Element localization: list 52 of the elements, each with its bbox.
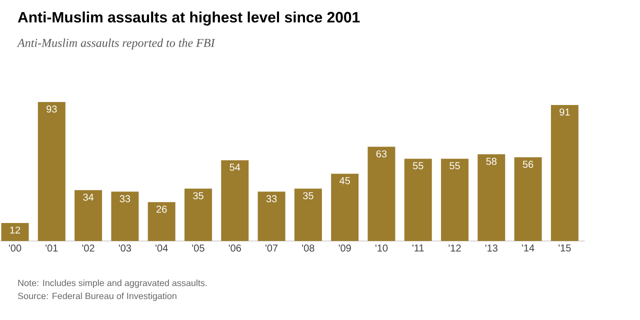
x-tick-label: '11 (412, 244, 424, 252)
chart-subtitle: Anti-Muslim assaults reported to the FBI (16, 38, 216, 50)
data-label: 63 (376, 150, 387, 158)
x-tick-label: '01 (46, 244, 58, 252)
x-tick-label: '00 (8, 244, 22, 252)
x-tick-label: '06 (228, 244, 241, 252)
bar (258, 192, 286, 241)
data-label: 54 (230, 164, 240, 171)
bar (550, 104, 578, 241)
data-label: 58 (486, 158, 497, 165)
data-label: 93 (46, 105, 57, 113)
bar (1, 223, 29, 241)
bar (441, 158, 468, 241)
text: Note: Includes simple and aggravated assaults. (18, 280, 207, 288)
bar (74, 190, 102, 241)
x-tick-label: '10 (375, 244, 388, 252)
bar (38, 102, 66, 241)
bar (184, 188, 212, 241)
x-tick-label: '14 (522, 244, 534, 252)
x-tick-label: '05 (192, 244, 204, 252)
x-tick-label: '15 (558, 244, 571, 252)
x-tick-label: '04 (156, 244, 168, 252)
bar (514, 157, 542, 241)
data-label: 55 (450, 162, 460, 170)
bar (404, 158, 432, 241)
x-tick-label: '02 (82, 244, 94, 252)
data-label: 35 (193, 192, 204, 200)
bar (294, 188, 322, 241)
bar (111, 192, 139, 241)
x-tick-label: '09 (338, 244, 351, 252)
x-tick-label: '03 (118, 244, 132, 252)
data-label: 56 (522, 160, 534, 168)
data-label: 45 (339, 177, 350, 184)
data-label: 26 (156, 206, 167, 213)
x-tick-label: '07 (266, 244, 278, 252)
x-tick-label: '08 (302, 244, 314, 252)
data-label: 55 (412, 162, 424, 170)
data-label: 34 (83, 194, 94, 201)
data-label: 91 (560, 108, 570, 116)
x-tick-label: '12 (448, 244, 461, 252)
data-label: 33 (266, 195, 277, 202)
bar (478, 154, 506, 241)
bar (331, 174, 359, 241)
data-label: 12 (10, 226, 20, 234)
x-tick-label: '13 (485, 244, 498, 252)
bar (221, 160, 249, 241)
chart-title: Anti-Muslim assaults at highest level since 2001 (18, 12, 360, 26)
bar (148, 202, 176, 241)
source-note: Source: Federal Bureau of Investigation (18, 292, 176, 301)
data-label: 33 (120, 195, 130, 202)
data-label: 35 (302, 192, 314, 200)
bar (368, 146, 396, 241)
